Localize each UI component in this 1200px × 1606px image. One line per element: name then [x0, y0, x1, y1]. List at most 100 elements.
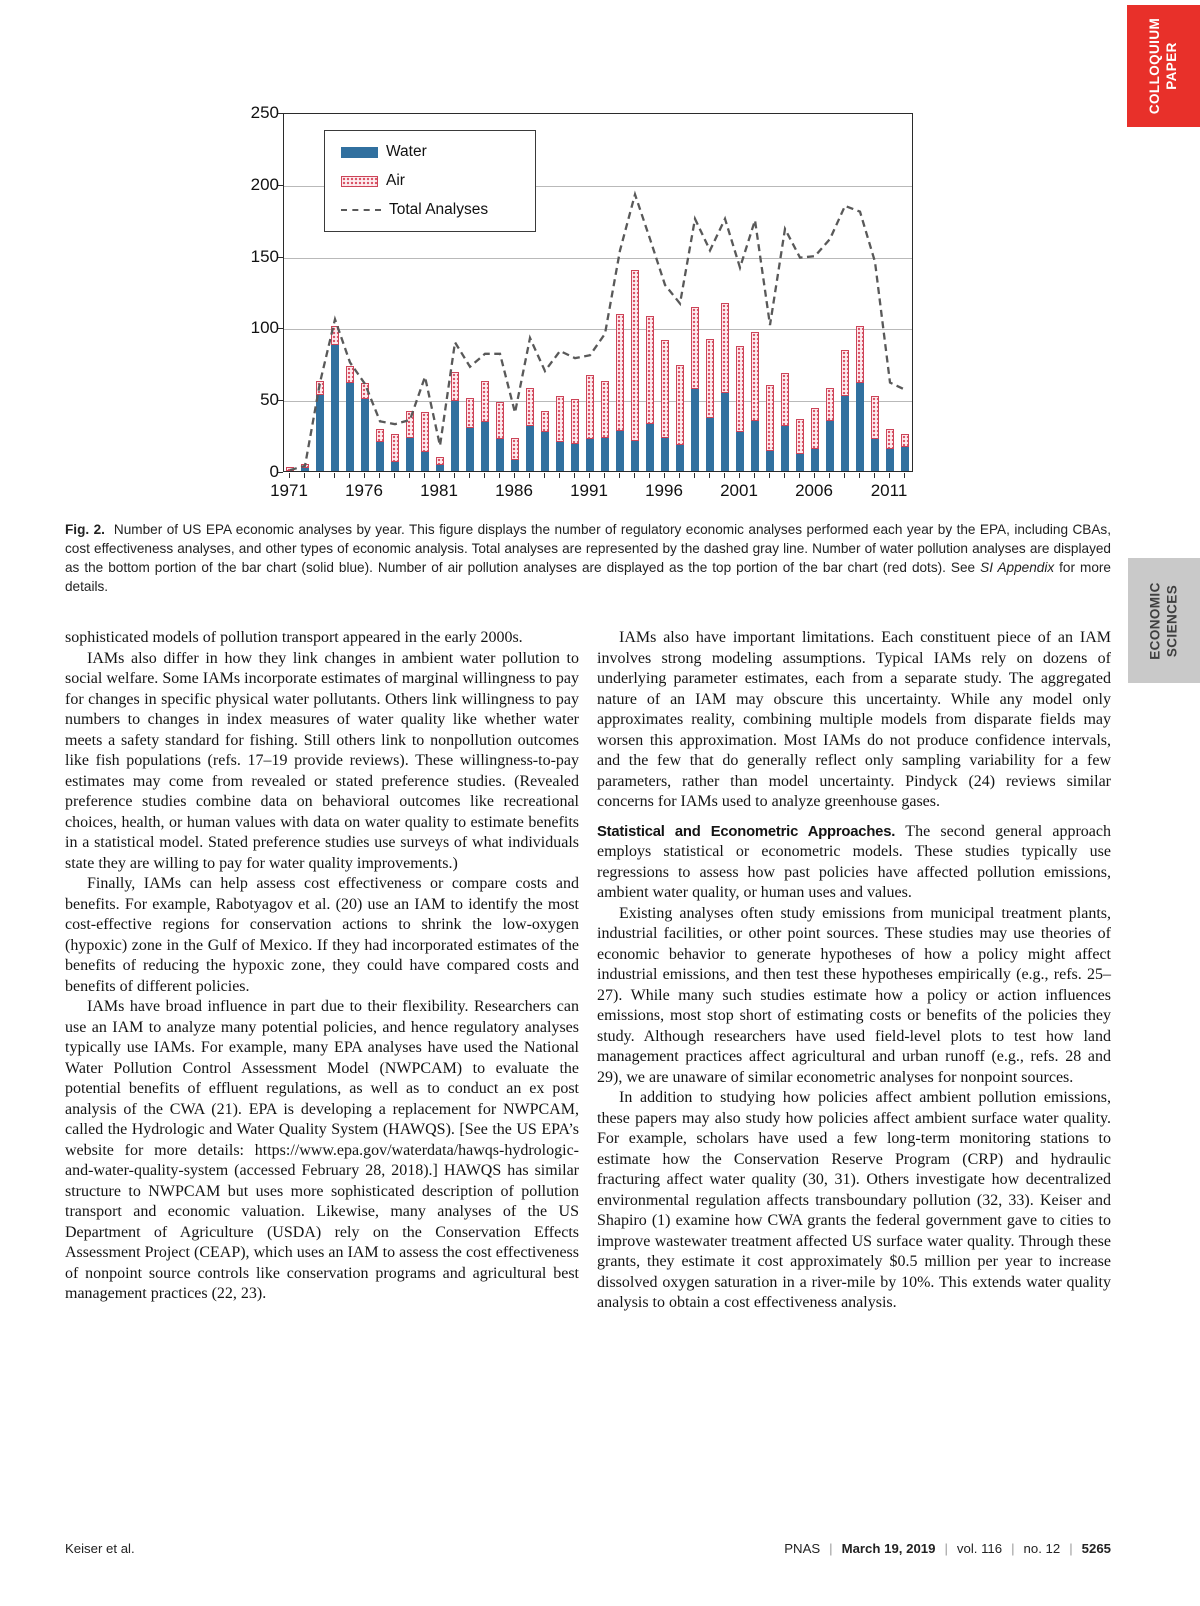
footer-issue: no. 12 — [1023, 1541, 1061, 1556]
x-tick-1995 — [649, 473, 650, 478]
x-tick-1975 — [349, 473, 350, 478]
footer-separator: | — [944, 1541, 948, 1556]
footer-separator: | — [829, 1541, 833, 1556]
bar-air-1975 — [346, 366, 354, 384]
bar-water-1972 — [301, 468, 309, 471]
economic-sciences-tab: ECONOMIC SCIENCES — [1128, 558, 1200, 683]
y-tick-200 — [278, 184, 283, 186]
bar-air-1987 — [526, 387, 534, 427]
bar-water-1996 — [661, 437, 669, 471]
bar-air-2003 — [766, 384, 774, 451]
bar-air-1977 — [376, 429, 384, 443]
footer-page-number: 5265 — [1081, 1541, 1111, 1556]
legend-item-air: Air — [341, 172, 523, 190]
bar-air-1982 — [451, 371, 459, 401]
bar-air-1983 — [466, 397, 474, 428]
bar-water-2005 — [796, 453, 804, 471]
x-tick-label-1981: 1981 — [420, 481, 458, 500]
bar-water-1976 — [361, 399, 369, 471]
bar-water-1994 — [631, 440, 639, 471]
chart-legend: Water Air Total Analyses — [324, 130, 536, 232]
bar-water-1998 — [691, 389, 699, 471]
bar-air-1994 — [631, 269, 639, 441]
bar-air-1989 — [556, 396, 564, 443]
x-tick-1972 — [304, 473, 305, 478]
bar-water-1988 — [541, 432, 549, 471]
bar-air-1981 — [436, 456, 444, 466]
x-tick-1980 — [424, 473, 425, 478]
bar-air-2009 — [856, 325, 864, 384]
body-paragraph: IAMs have broad influence in part due to… — [65, 998, 579, 1302]
x-tick-1996 — [664, 473, 665, 478]
body-paragraph: Finally, IAMs can help assess cost effec… — [65, 875, 579, 995]
x-tick-1983 — [469, 473, 470, 478]
x-tick-2010 — [874, 473, 875, 478]
bar-water-1990 — [571, 443, 579, 471]
x-tick-1985 — [499, 473, 500, 478]
bar-air-1996 — [661, 340, 669, 438]
x-tick-1990 — [574, 473, 575, 478]
bar-air-1979 — [406, 410, 414, 438]
tab-line2: SCIENCES — [1165, 584, 1181, 657]
bar-water-2011 — [886, 449, 894, 471]
bar-air-1990 — [571, 399, 579, 444]
bar-water-1999 — [706, 417, 714, 471]
figure-2-chart: Water Air Total Analyses 0 50 100 150 200 250 19… — [245, 103, 945, 505]
bar-air-2002 — [751, 331, 759, 421]
bar-air-2010 — [871, 396, 879, 440]
x-tick-1981 — [439, 473, 440, 478]
colloquium-paper-tab: COLLOQUIUM PAPER — [1127, 5, 1200, 127]
footer-volume: vol. 116 — [956, 1541, 1003, 1556]
bar-water-1979 — [406, 437, 414, 471]
bar-water-1987 — [526, 426, 534, 471]
bar-water-1991 — [586, 439, 594, 471]
bar-water-2000 — [721, 393, 729, 471]
page-footer: Keiser et al. PNAS | March 19, 2019 | vol. 1… — [65, 1541, 1111, 1556]
bar-air-1997 — [676, 364, 684, 446]
economic-sciences-tab-label: ECONOMIC SCIENCES — [1147, 582, 1181, 659]
x-tick-1976 — [364, 473, 365, 478]
x-tick-2011 — [889, 473, 890, 478]
bar-water-2003 — [766, 450, 774, 471]
bar-air-1995 — [646, 315, 654, 424]
bar-air-2005 — [796, 419, 804, 454]
bar-air-2008 — [841, 350, 849, 397]
y-tick-0 — [278, 472, 283, 473]
bar-air-1980 — [421, 412, 429, 453]
bar-water-1977 — [376, 442, 384, 471]
x-tick-1986 — [514, 473, 515, 478]
y-tick-label-100: 100 — [250, 318, 279, 338]
body-paragraph: Existing analyses often study emissions … — [597, 904, 1111, 1086]
bar-water-2007 — [826, 420, 834, 471]
colloquium-paper-tab-label: COLLOQUIUM PAPER — [1147, 18, 1181, 114]
right-column: IAMs also have important limitations. Ea… — [597, 628, 1111, 1314]
x-tick-2000 — [724, 473, 725, 478]
air-swatch — [341, 175, 378, 187]
footer-date: March 19, 2019 — [841, 1541, 936, 1556]
bar-air-2000 — [721, 303, 729, 394]
x-tick-label-1986: 1986 — [495, 481, 533, 500]
x-tick-2002 — [754, 473, 755, 478]
bar-air-2006 — [811, 407, 819, 450]
figure-caption-label: Fig. 2. — [65, 522, 105, 537]
bar-air-2011 — [886, 429, 894, 450]
bar-air-1993 — [616, 314, 624, 431]
footer-separator: | — [1011, 1541, 1015, 1556]
bar-air-1974 — [331, 325, 339, 345]
total-line-swatch — [341, 209, 381, 211]
bar-water-1995 — [646, 423, 654, 471]
bar-water-1981 — [436, 465, 444, 471]
footer-citation: PNAS | March 19, 2019 | vol. 116 | no. 12 | 5265 — [784, 1541, 1111, 1556]
left-column: sophisticated models of pollution transp… — [65, 628, 579, 1305]
legend-label: Water — [386, 143, 427, 160]
bar-water-2004 — [781, 426, 789, 471]
bar-water-1982 — [451, 400, 459, 471]
bar-water-2001 — [736, 432, 744, 471]
water-swatch — [341, 146, 378, 158]
bar-water-2012 — [901, 446, 909, 471]
bar-air-1984 — [481, 380, 489, 423]
bar-water-1983 — [466, 427, 474, 471]
footer-journal: PNAS — [784, 1541, 821, 1556]
figure-caption: Fig. 2. Number of US EPA economic analys… — [65, 520, 1111, 596]
